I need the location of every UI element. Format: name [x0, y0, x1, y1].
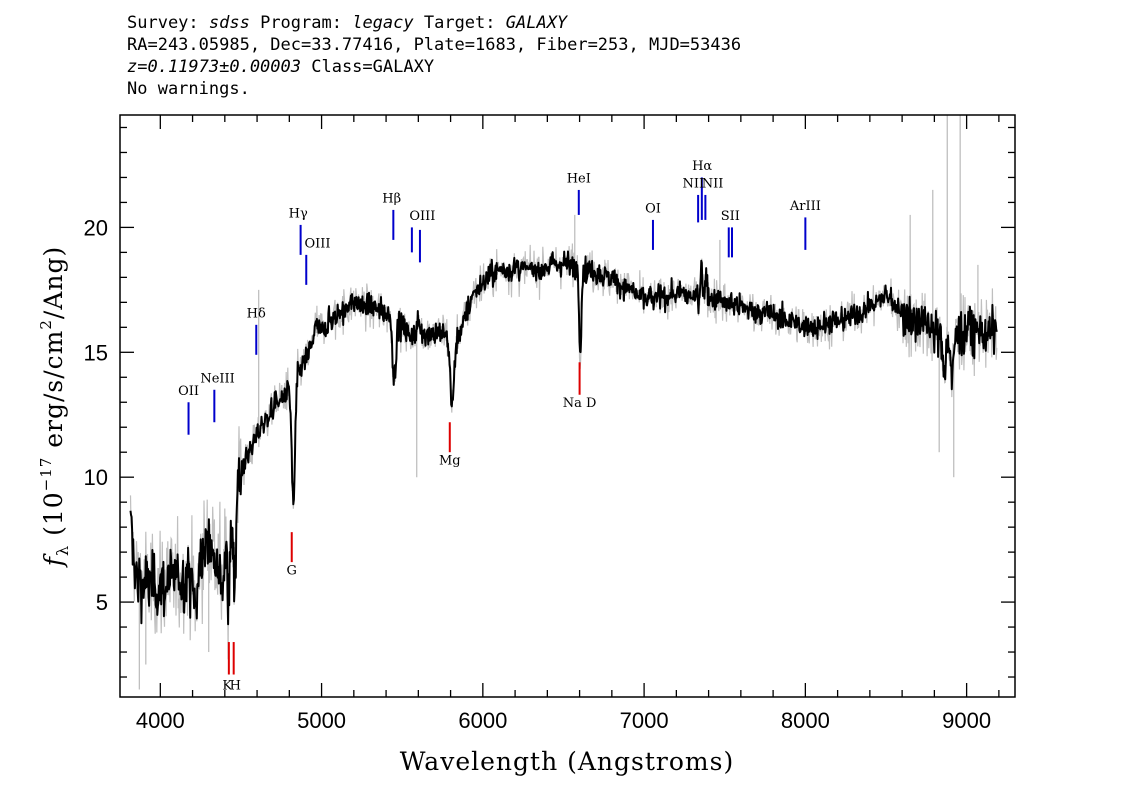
- y-axis-title-pre: (10: [39, 491, 68, 545]
- survey-value: sdss: [208, 13, 250, 33]
- y-axis-title-post: /Ang): [39, 246, 68, 319]
- axis-ticks-layer: 4000 5000 6000 7000 8000 9000 5 10 15 20: [84, 115, 1015, 733]
- y-axis-title-exp2: 2: [37, 319, 55, 330]
- y-axis-title-f: f: [39, 553, 68, 568]
- plot-frame: [119, 114, 1016, 698]
- emission-line-label: Hγ: [289, 206, 308, 221]
- y-tick-label: 10: [84, 465, 108, 490]
- emission-line-label: OIII: [409, 209, 435, 224]
- header-line-2: RA=243.05985, Dec=33.77416, Plate=1683, …: [127, 35, 742, 55]
- target-value: GALAXY: [505, 13, 568, 33]
- y-axis-title-mid: erg/s/cm: [39, 330, 68, 457]
- emission-line-label: Hδ: [247, 306, 266, 321]
- x-tick-label: 4000: [136, 708, 185, 733]
- emission-line-label: Hα: [692, 159, 712, 174]
- redshift-value: z=0.11973±0.00003: [127, 57, 301, 77]
- absorption-line-label: Na D: [563, 396, 597, 411]
- header-line-4: No warnings.: [127, 79, 250, 99]
- y-axis-title-exp1: −17: [37, 457, 55, 492]
- emission-line-label: NII: [682, 176, 704, 191]
- y-tick-label: 20: [84, 215, 108, 240]
- absorption-line-label: H: [230, 679, 241, 694]
- spectrum-layer: [129, 250, 998, 626]
- emission-line-label: ArIII: [789, 199, 821, 214]
- y-tick-label: 15: [84, 340, 108, 365]
- absorption-line-label: K: [222, 679, 232, 694]
- emission-line-label: SII: [721, 209, 740, 224]
- x-tick-label: 9000: [942, 708, 991, 733]
- y-tick-label: 5: [96, 590, 108, 615]
- spectrum-header: Survey: sdss Program: legacy Target: GAL…: [127, 12, 741, 100]
- program-value: legacy: [352, 13, 414, 33]
- survey-label: Survey:: [127, 13, 209, 33]
- emission-line-label: HeI: [567, 171, 591, 186]
- header-line-1: Survey: sdss Program: legacy Target: GAL…: [127, 12, 741, 34]
- target-label: Target:: [413, 13, 506, 33]
- x-tick-label: 7000: [620, 708, 669, 733]
- spectrum-series-line: [129, 250, 998, 626]
- x-tick-label: 6000: [458, 708, 507, 733]
- x-tick-label: 5000: [297, 708, 346, 733]
- absorption-line-label: Mg: [439, 454, 461, 469]
- class-value: Class=GALAXY: [301, 57, 435, 77]
- x-axis-title: Wavelength (Angstroms): [400, 747, 734, 776]
- emission-line-label: OI: [645, 201, 661, 216]
- y-axis-title-sub: λ: [53, 545, 72, 556]
- emission-line-label: OII: [178, 384, 199, 399]
- emission-line-label: NII: [702, 176, 724, 191]
- absorption-line-label: G: [287, 564, 297, 579]
- emission-line-label: OIII: [305, 236, 331, 251]
- emission-line-label: NeIII: [200, 371, 234, 386]
- header-line-3: z=0.11973±0.00003 Class=GALAXY: [127, 56, 741, 78]
- emission-line-label: Hβ: [382, 191, 401, 206]
- program-label: Program:: [249, 13, 353, 33]
- x-tick-label: 8000: [781, 708, 830, 733]
- y-axis-title: fλ (10−17 erg/s/cm2/Ang): [37, 246, 72, 569]
